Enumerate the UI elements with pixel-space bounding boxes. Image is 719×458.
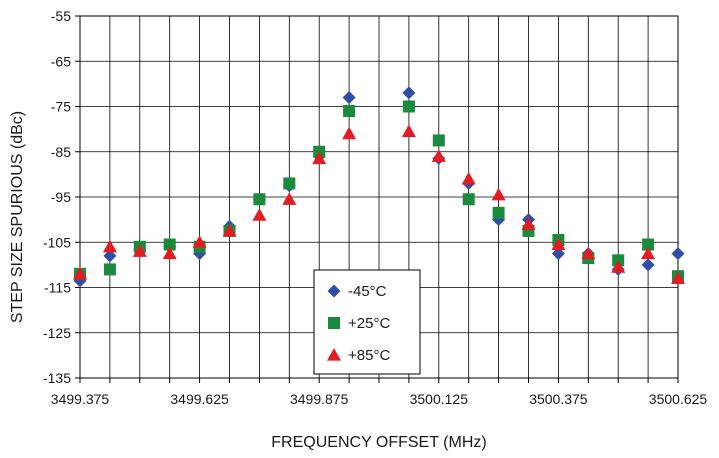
- marker-diamond: [551, 247, 565, 261]
- marker-triangle: [611, 260, 626, 273]
- marker-triangle: [282, 192, 297, 205]
- marker-square: [432, 134, 445, 147]
- series-triangle: [73, 124, 685, 285]
- marker-square: [328, 317, 340, 329]
- marker-triangle: [132, 244, 147, 257]
- marker-triangle: [491, 187, 506, 201]
- marker-diamond: [641, 258, 655, 272]
- y-axis-label: STEP SIZE SPURIOUS (dBc): [9, 111, 26, 323]
- marker-triangle: [551, 237, 566, 251]
- y-tick-label: -135: [43, 370, 71, 386]
- x-tick-label: 3499.875: [290, 391, 349, 407]
- marker-diamond: [402, 86, 416, 100]
- y-tick-label: -65: [51, 53, 71, 69]
- x-tick-label: 3500.125: [410, 391, 469, 407]
- marker-triangle: [312, 151, 327, 165]
- marker-square: [402, 100, 415, 113]
- legend: -45°C +25°C +85°C: [313, 269, 421, 375]
- marker-triangle: [342, 126, 357, 140]
- marker-diamond: [342, 90, 356, 104]
- y-tick-label: -115: [44, 280, 71, 296]
- y-tick-label: -125: [43, 325, 71, 341]
- y-tick-label: -95: [51, 189, 71, 205]
- marker-triangle: [461, 171, 476, 185]
- marker-square: [163, 238, 176, 251]
- x-axis-label: FREQUENCY OFFSET (MHz): [271, 434, 486, 451]
- legend-label: +25°C: [348, 315, 390, 332]
- marker-triangle: [252, 208, 267, 221]
- marker-triangle: [431, 149, 446, 162]
- marker-triangle: [327, 348, 341, 361]
- x-tick-label: 3500.375: [529, 391, 588, 407]
- marker-diamond: [671, 247, 685, 261]
- marker-triangle: [401, 124, 416, 137]
- marker-triangle: [162, 246, 177, 260]
- marker-square: [343, 105, 356, 118]
- y-tick-label: -55: [51, 8, 71, 24]
- marker-square: [492, 206, 505, 219]
- data-markers: [73, 86, 685, 288]
- x-tick-label: 3499.375: [51, 391, 110, 407]
- marker-triangle: [641, 246, 656, 260]
- marker-square: [283, 177, 296, 190]
- marker-triangle: [192, 235, 207, 248]
- marker-diamond: [327, 284, 341, 298]
- marker-triangle: [581, 246, 596, 260]
- legend-label: +85°C: [348, 347, 390, 364]
- legend-label: -45°C: [348, 283, 387, 300]
- gridlines: [75, 15, 679, 383]
- x-tick-label: 3499.625: [170, 391, 229, 407]
- marker-triangle: [222, 223, 237, 237]
- marker-square: [462, 193, 475, 206]
- y-tick-label: -85: [51, 144, 71, 160]
- marker-triangle: [521, 217, 536, 230]
- x-tick-labels: 3499.375 3499.625 3499.875 3500.125 3500.375…: [51, 391, 708, 407]
- marker-triangle: [671, 271, 685, 285]
- marker-square: [253, 193, 266, 206]
- marker-square: [642, 238, 655, 251]
- x-tick-label: 3500.625: [649, 391, 708, 407]
- marker-triangle: [73, 266, 87, 280]
- y-tick-label: -75: [51, 99, 71, 115]
- marker-triangle: [102, 239, 117, 253]
- marker-square: [103, 263, 116, 276]
- y-tick-label: -105: [43, 234, 71, 250]
- y-tick-labels: -55 -65 -75 -85 -95 -105 -115 -125 -135: [43, 8, 71, 386]
- marker-diamond: [103, 249, 117, 263]
